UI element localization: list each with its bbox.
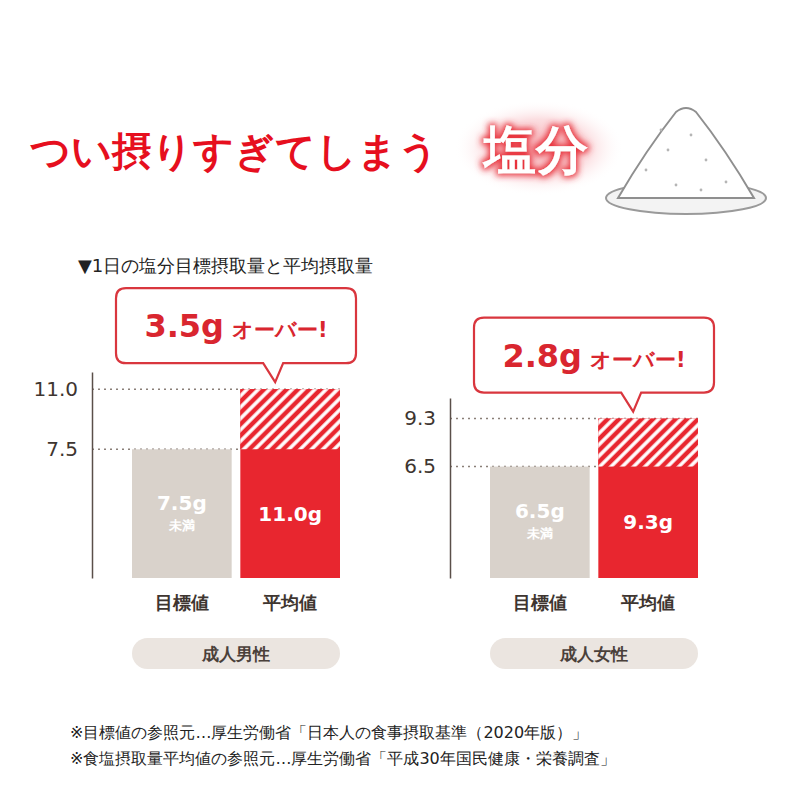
bars	[490, 419, 698, 578]
callout-text: 3.5gオーバー!	[144, 307, 327, 345]
x-tick-label: 平均値	[262, 592, 317, 613]
salt-grain	[725, 181, 728, 184]
x-tick-label: 目標値	[155, 592, 209, 613]
headline: つい摂りすぎてしまう	[30, 128, 439, 174]
footnote: ※食塩摂取量平均値の参照元…厚生労働省「平成30年国民健康・栄養調査」	[70, 749, 616, 768]
data-label: 9.3g	[623, 510, 673, 534]
bar-chart-panel: 7.5 11.0 目標値 平均値 7.5g未満 11.0g 成人男性 3.5gオーバー!	[33, 288, 356, 669]
salt-grain	[645, 169, 648, 172]
y-tick: 11.0	[33, 377, 92, 401]
grid	[450, 419, 698, 467]
x-tick-label: 平均値	[620, 592, 675, 613]
bar-chart-panel: 6.5 9.3 目標値 平均値 6.5g未満 9.3g 成人女性 2.8gオーバー!	[404, 318, 714, 669]
data-label: 7.5g未満	[157, 491, 207, 533]
data-labels: 7.5g未満 11.0g	[157, 491, 322, 533]
bar	[132, 449, 232, 578]
y-axis-line	[450, 399, 452, 579]
salt-grain	[690, 134, 693, 137]
infographic: つい摂りすぎてしまう塩分 ▼1日の塩分目標摂取量と平均摂取量 7.5 11.0 目標値 平…	[0, 0, 800, 800]
y-tick-label: 11.0	[33, 377, 78, 401]
data-labels: 6.5g未満 9.3g	[515, 499, 673, 541]
bars	[132, 389, 340, 578]
headline-highlight: 塩分	[482, 120, 588, 180]
x-axis: 目標値 平均値	[155, 578, 317, 613]
data-label: 11.0g	[258, 502, 322, 526]
callout-box	[116, 288, 356, 382]
grid	[92, 389, 340, 449]
y-tick-label: 9.3	[404, 406, 436, 430]
y-tick: 9.3	[404, 406, 450, 430]
bar	[490, 467, 590, 578]
y-tick: 6.5	[404, 454, 450, 478]
y-tick-label: 6.5	[404, 454, 436, 478]
data-label: 6.5g未満	[515, 499, 565, 541]
bar	[240, 389, 340, 578]
salt-mound	[618, 108, 754, 198]
salt-illustration	[606, 108, 766, 214]
group-pill	[132, 638, 340, 669]
excess-hatch	[598, 419, 698, 467]
notes: ※目標値の参照元…厚生労働省「日本人の食事摂取基準（2020年版）」 ※食塩摂取量…	[70, 723, 616, 768]
y-axis-line	[92, 373, 94, 579]
x-tick: 目標値	[513, 578, 567, 613]
salt-grain	[660, 129, 663, 132]
highlight-blob	[454, 100, 624, 196]
callout-text: 2.8gオーバー!	[502, 337, 685, 375]
salt-grain	[675, 184, 678, 187]
callout-box	[474, 318, 714, 412]
x-tick: 平均値	[620, 578, 675, 613]
footnote: ※目標値の参照元…厚生労働省「日本人の食事摂取基準（2020年版）」	[70, 723, 588, 742]
x-tick: 平均値	[262, 578, 317, 613]
group-title: 成人男性	[201, 644, 270, 664]
y-tick-label: 7.5	[46, 437, 78, 461]
excess-hatch	[240, 389, 340, 449]
salt-grain	[705, 159, 708, 162]
page: つい摂りすぎてしまう塩分 ▼1日の塩分目標摂取量と平均摂取量 7.5 11.0 目標値 平…	[0, 0, 800, 800]
salt-grain	[700, 189, 703, 192]
group-title: 成人女性	[559, 644, 628, 664]
y-axis: 7.5 11.0	[33, 373, 92, 579]
y-axis: 6.5 9.3	[404, 399, 450, 579]
bar	[598, 419, 698, 578]
header: つい摂りすぎてしまう塩分	[30, 100, 766, 214]
subtitle: ▼1日の塩分目標摂取量と平均摂取量	[78, 255, 373, 276]
group-pill	[490, 638, 698, 669]
x-axis: 目標値 平均値	[513, 578, 675, 613]
x-tick: 目標値	[155, 578, 209, 613]
x-tick-label: 目標値	[513, 592, 567, 613]
y-tick: 7.5	[46, 437, 92, 461]
salt-grain	[667, 149, 670, 152]
